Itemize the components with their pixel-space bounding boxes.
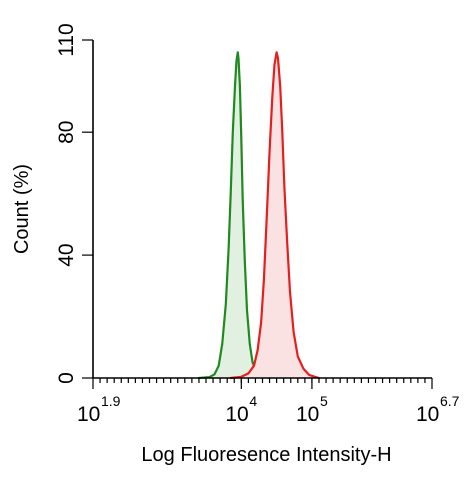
x-tick-exponent: 1.9 bbox=[101, 393, 121, 409]
x-tick-label: 10 bbox=[77, 403, 100, 426]
y-tick-label: 0 bbox=[55, 372, 78, 384]
x-tick-exponent: 5 bbox=[320, 393, 328, 409]
plot-series-group bbox=[197, 51, 321, 380]
x-tick-label: 10 bbox=[296, 403, 319, 426]
series-1-area bbox=[198, 52, 270, 379]
x-axis-title: Log Fluoresence Intensity-H bbox=[141, 444, 391, 466]
x-tick-exponent: 6.7 bbox=[440, 393, 460, 409]
series-2-line bbox=[229, 51, 321, 380]
x-tick-exponent: 4 bbox=[249, 393, 257, 409]
x-tick-label: 10 bbox=[225, 403, 248, 426]
y-tick-label: 80 bbox=[55, 121, 78, 144]
y-axis-title: Count (%) bbox=[11, 164, 33, 254]
series-1-line bbox=[197, 51, 271, 380]
y-tick-label: 110 bbox=[55, 23, 78, 56]
y-tick-label: 40 bbox=[55, 243, 78, 266]
series-2-area bbox=[230, 52, 319, 379]
x-tick-label: 10 bbox=[416, 403, 439, 426]
